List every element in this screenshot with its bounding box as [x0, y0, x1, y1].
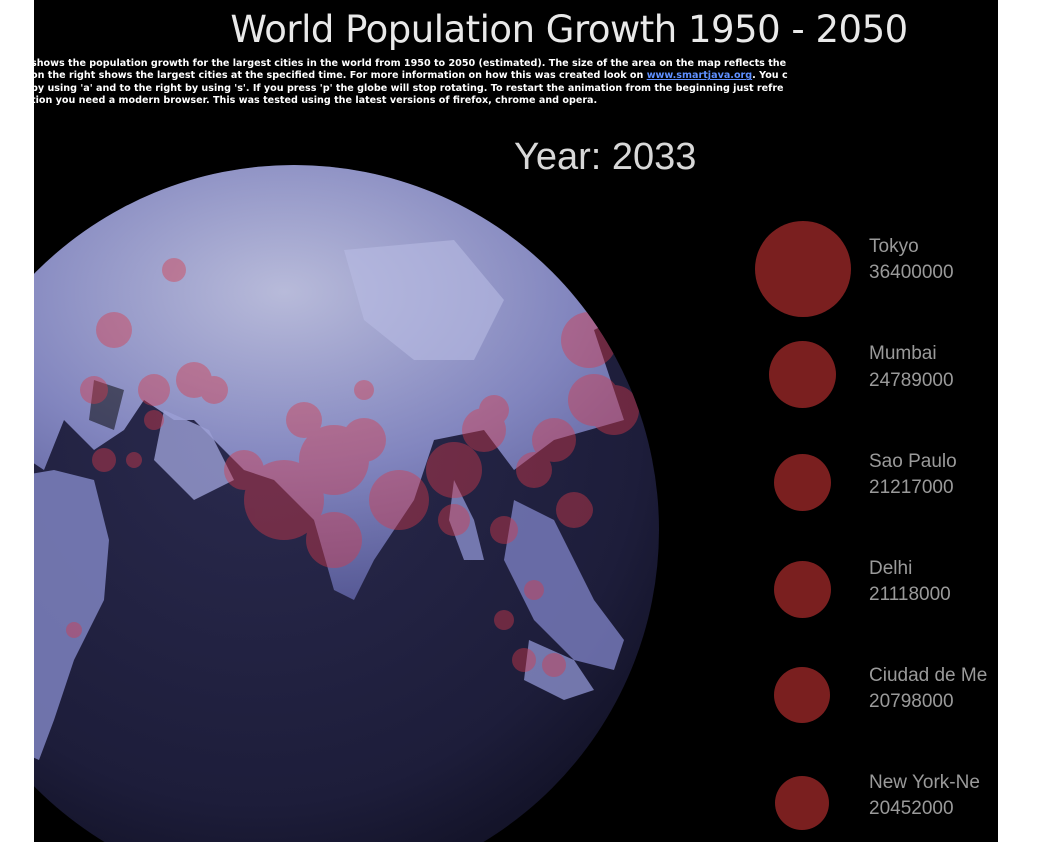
city-bubble: [755, 221, 851, 317]
city-bubble: [775, 776, 829, 830]
city-population: 21217000: [869, 477, 954, 498]
intro-line-text: on the right shows the largest cities at…: [34, 70, 647, 82]
intro-line: shows the population growth for the larg…: [34, 58, 787, 69]
city-bubbles-on-map: [66, 258, 639, 677]
city-name: Tokyo: [869, 236, 919, 257]
city-name: New York-Ne: [869, 772, 980, 793]
globe[interactable]: [34, 0, 998, 842]
city-population: 20798000: [869, 691, 954, 712]
intro-line: tion you need a modern browser. This was…: [34, 95, 598, 107]
city-name: Mumbai: [869, 343, 937, 364]
city-name: Delhi: [869, 558, 913, 579]
visualization-canvas[interactable]: World Population Growth 1950 - 2050 show…: [34, 0, 998, 842]
smartjava-link[interactable]: www.smartjava.org: [646, 70, 753, 82]
intro-line-tail: . You c: [752, 70, 788, 82]
city-population: 24789000: [869, 370, 954, 391]
city-bubble: [774, 454, 831, 511]
city-name: Sao Paulo: [869, 451, 957, 472]
city-name: Ciudad de Me: [869, 665, 988, 686]
city-population: 21118000: [869, 584, 951, 605]
intro-text: shows the population growth for the larg…: [34, 58, 998, 108]
globe-landmass: [34, 165, 654, 760]
city-bubble: [769, 341, 836, 408]
city-population: 20452000: [869, 798, 954, 819]
page-title: World Population Growth 1950 - 2050: [230, 8, 908, 51]
intro-line: by using 'a' and to the right by using '…: [34, 82, 784, 94]
year-label: Year: 2033: [514, 136, 697, 178]
city-bubble: [774, 561, 831, 618]
city-population: 36400000: [869, 262, 954, 283]
intro-line: on the right shows the largest cities at…: [34, 70, 998, 82]
city-bubble: [774, 667, 830, 723]
